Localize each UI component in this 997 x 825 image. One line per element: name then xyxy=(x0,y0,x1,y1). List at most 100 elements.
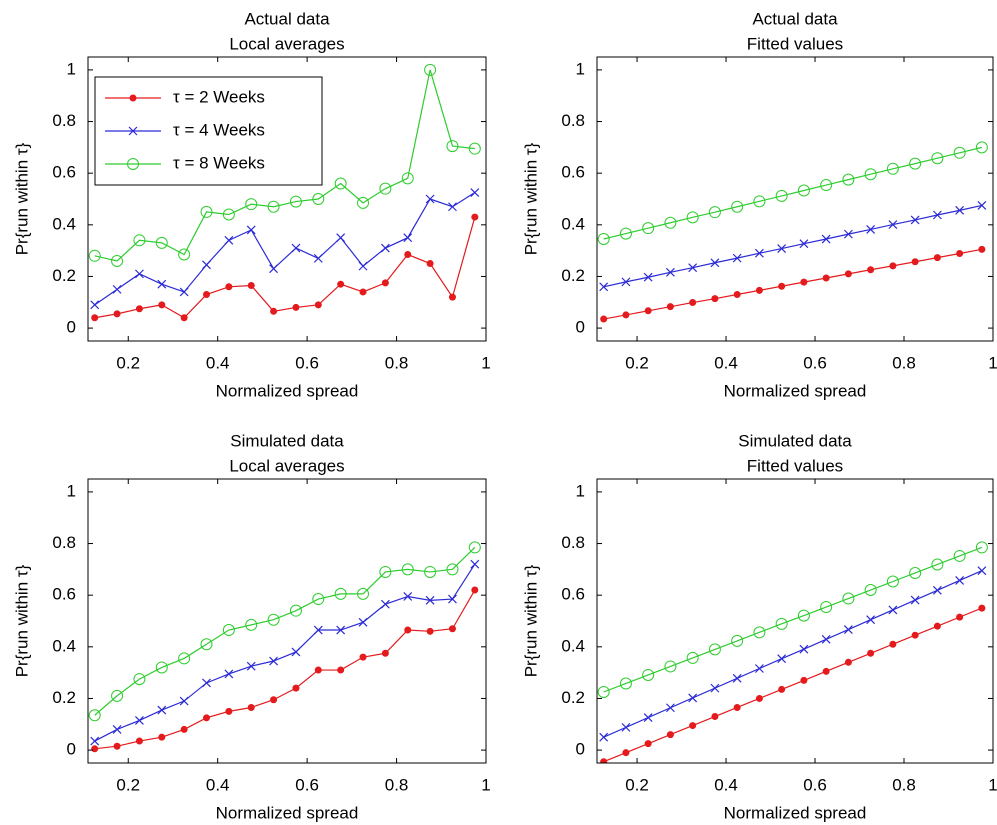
marker xyxy=(224,235,234,245)
y-tick-label: 0.4 xyxy=(561,636,585,655)
marker xyxy=(931,558,944,571)
chart-subtitle: Fitted values xyxy=(747,34,843,53)
marker xyxy=(225,707,233,715)
marker xyxy=(158,301,166,309)
marker xyxy=(867,649,875,657)
marker xyxy=(975,541,988,554)
marker xyxy=(135,737,143,745)
x-axis-label: Normalized spread xyxy=(216,381,359,400)
marker xyxy=(358,261,368,271)
plot-area xyxy=(597,541,988,763)
marker xyxy=(222,624,235,637)
marker xyxy=(404,626,412,634)
marker xyxy=(111,254,124,267)
marker xyxy=(597,233,610,246)
marker xyxy=(291,647,301,657)
series-line xyxy=(94,546,476,716)
x-tick-label: 0.8 xyxy=(385,353,409,372)
marker xyxy=(956,249,964,257)
marker xyxy=(358,617,368,627)
marker xyxy=(379,565,392,578)
marker xyxy=(710,258,720,268)
subplot: Simulated data Fitted values Normalized sp… xyxy=(521,431,997,822)
x-tick-label: 0.6 xyxy=(803,775,827,794)
marker xyxy=(267,200,280,213)
marker xyxy=(180,725,188,733)
subplot: Actual data Local averages Normalized spre… xyxy=(12,9,490,400)
marker xyxy=(797,609,810,622)
x-tick-label: 0.6 xyxy=(295,353,319,372)
marker xyxy=(381,279,389,287)
marker xyxy=(246,225,256,235)
y-tick-label: 1 xyxy=(67,59,76,78)
marker xyxy=(800,676,808,684)
axes-box xyxy=(596,56,994,342)
x-tick-label: 0.8 xyxy=(385,775,409,794)
marker xyxy=(866,615,876,625)
marker xyxy=(822,274,830,282)
x-tick-label: 0.4 xyxy=(206,775,230,794)
marker xyxy=(312,193,325,205)
marker xyxy=(909,566,922,579)
marker xyxy=(267,613,280,626)
y-tick-label: 1 xyxy=(67,481,76,500)
marker xyxy=(133,673,146,686)
marker xyxy=(822,667,830,675)
marker xyxy=(270,696,278,704)
marker xyxy=(468,541,481,554)
marker xyxy=(643,713,653,722)
marker xyxy=(426,260,434,268)
marker xyxy=(270,307,278,315)
marker xyxy=(225,283,233,291)
marker xyxy=(203,714,211,722)
marker xyxy=(621,277,631,287)
marker xyxy=(90,736,100,746)
marker xyxy=(426,627,434,635)
marker xyxy=(843,625,853,634)
axes-box xyxy=(596,478,994,764)
marker xyxy=(380,599,390,609)
marker xyxy=(799,239,809,249)
marker xyxy=(203,291,211,299)
marker xyxy=(643,272,653,282)
marker xyxy=(179,287,189,297)
marker xyxy=(689,722,697,730)
axes-box xyxy=(87,478,487,764)
marker xyxy=(314,301,322,309)
y-axis-label: Pr{run within τ} xyxy=(521,142,540,255)
x-tick-label: 0.8 xyxy=(892,353,916,372)
marker xyxy=(313,625,323,635)
marker xyxy=(910,215,920,225)
x-tick-label: 1 xyxy=(988,353,997,372)
marker xyxy=(180,314,188,322)
marker xyxy=(599,282,609,292)
marker xyxy=(403,592,413,601)
marker xyxy=(178,652,191,665)
marker xyxy=(245,618,258,631)
y-tick-label: 0 xyxy=(67,318,76,337)
marker xyxy=(129,94,137,102)
series-line xyxy=(603,570,983,738)
marker xyxy=(733,703,741,711)
marker xyxy=(886,575,899,588)
marker xyxy=(111,689,124,702)
series-line xyxy=(603,546,983,693)
marker xyxy=(956,613,964,621)
y-tick-label: 0.6 xyxy=(52,585,76,604)
marker xyxy=(777,244,787,253)
marker xyxy=(978,604,986,612)
x-tick-label: 0.2 xyxy=(625,353,649,372)
plot-area xyxy=(597,141,988,323)
marker xyxy=(269,264,279,274)
marker xyxy=(470,188,480,197)
marker xyxy=(911,631,919,639)
marker xyxy=(379,182,392,195)
axes-box xyxy=(87,56,487,342)
marker xyxy=(732,253,742,263)
y-tick-label: 0.2 xyxy=(52,688,76,707)
chart-subtitle: Local averages xyxy=(229,456,344,475)
marker xyxy=(158,733,166,741)
marker xyxy=(135,269,144,279)
marker xyxy=(686,651,699,664)
marker xyxy=(91,314,99,322)
